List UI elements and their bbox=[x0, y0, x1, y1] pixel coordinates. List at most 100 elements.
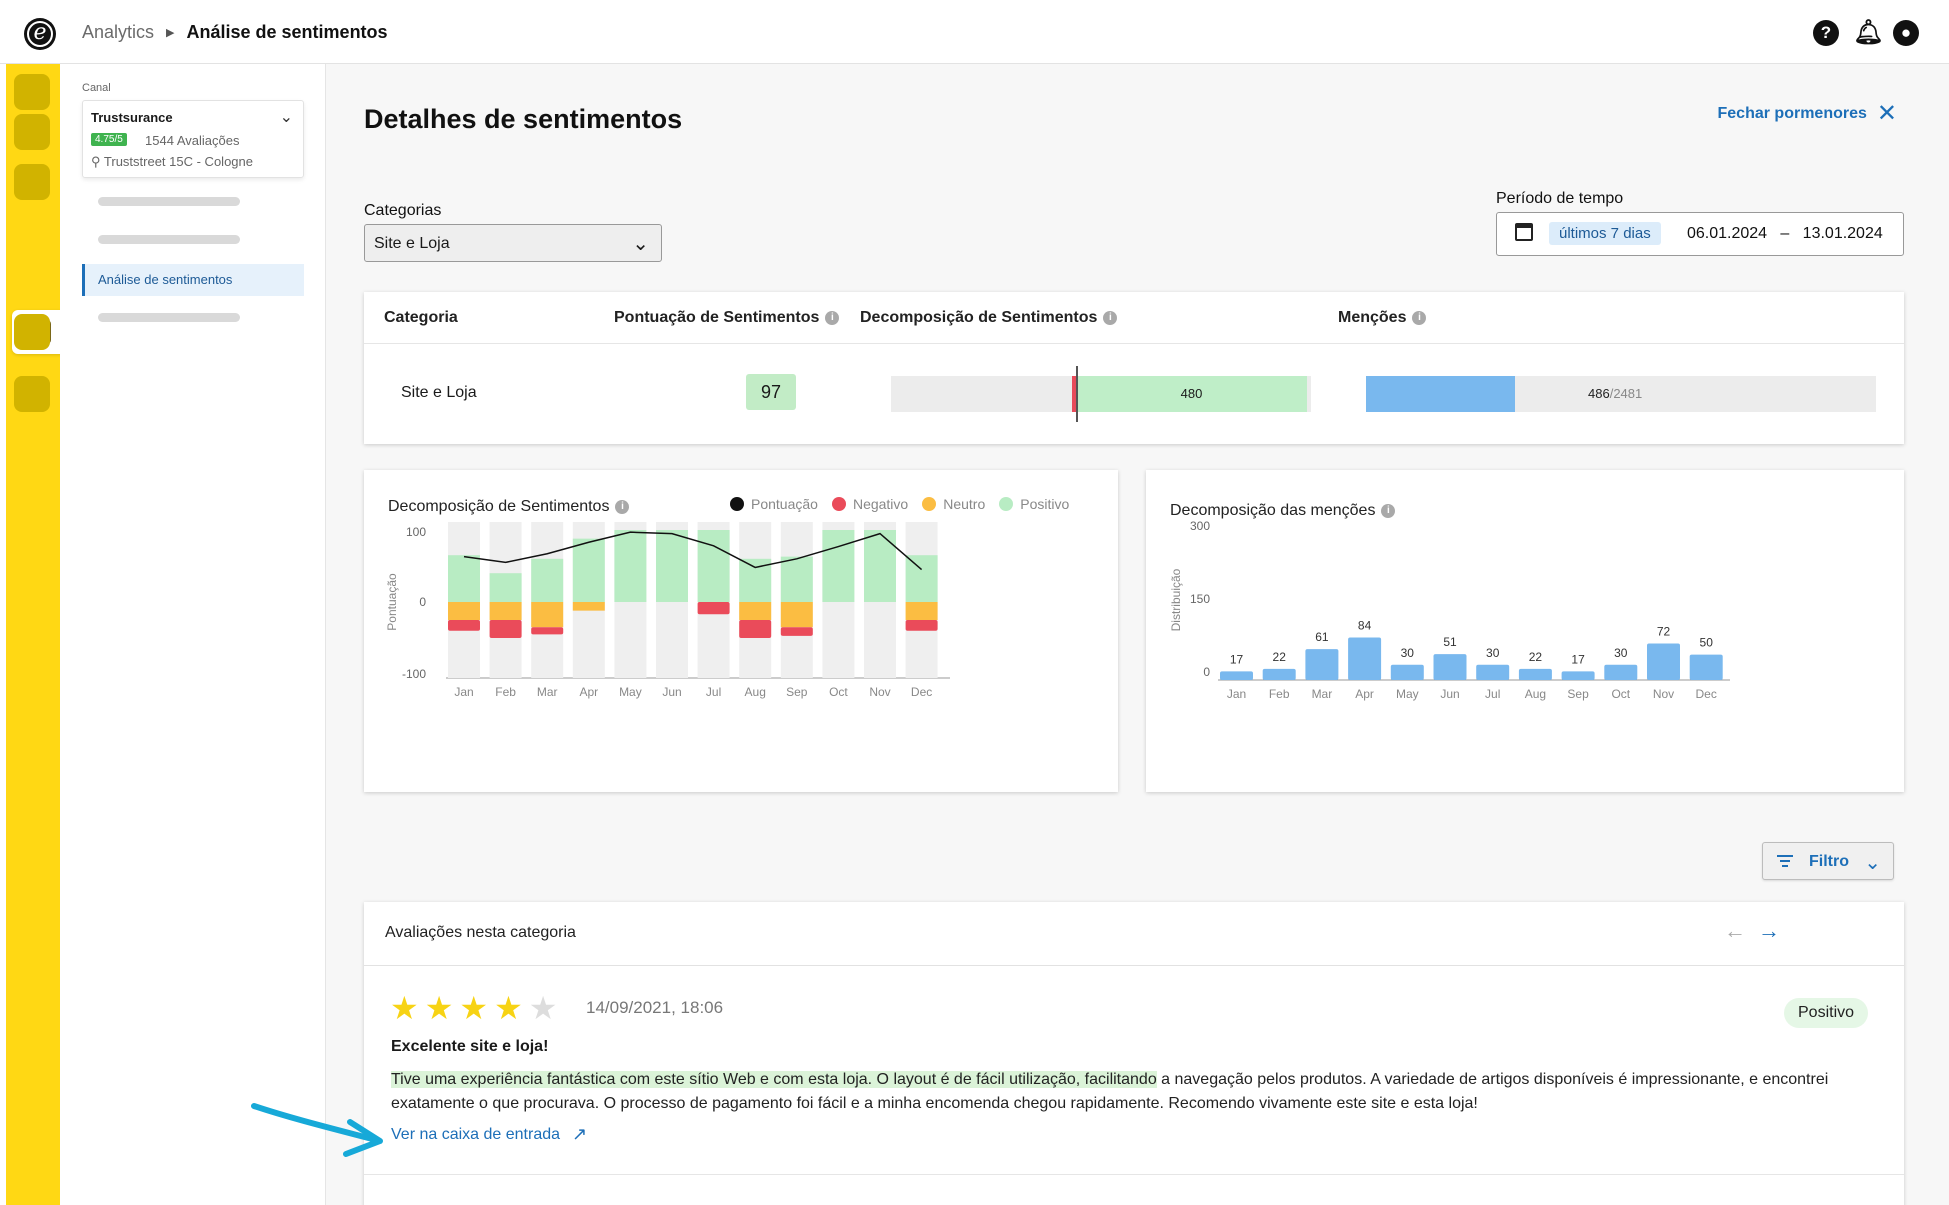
mentions-bar: 486/2481 bbox=[1366, 376, 1876, 412]
rail-item[interactable] bbox=[14, 376, 50, 412]
arrow-left-icon[interactable]: ← bbox=[1724, 918, 1746, 943]
info-icon[interactable]: i bbox=[825, 310, 840, 325]
review-highlight: Tive uma experiência fantástica com este… bbox=[391, 1071, 1157, 1088]
app-logo[interactable]: e bbox=[24, 18, 56, 50]
bar-neutral bbox=[572, 602, 605, 611]
x-tick-label: May bbox=[619, 685, 642, 699]
bar bbox=[1390, 664, 1424, 680]
data-label: 51 bbox=[1443, 635, 1457, 649]
legend-label: Pontuação bbox=[751, 496, 818, 512]
score-badge: 97 bbox=[746, 374, 796, 410]
info-icon[interactable]: i bbox=[1381, 503, 1396, 518]
rail-item[interactable] bbox=[14, 314, 50, 350]
bar-negative bbox=[739, 620, 772, 638]
legend-label: Negativo bbox=[852, 496, 909, 512]
positive-segment: 480 bbox=[1076, 376, 1307, 412]
review-body: Tive uma experiência fantástica com este… bbox=[391, 1068, 1871, 1116]
x-tick-label: Nov bbox=[1653, 687, 1674, 701]
col-mentions-label: Menções bbox=[1338, 309, 1407, 326]
channel-selector[interactable]: Trustsurance ⌄ 4.75/5 1544 Avaliações ⚲ … bbox=[82, 100, 304, 178]
sentiment-summary-table: Categoria Pontuação de Sentimentos i Deco… bbox=[364, 292, 1904, 444]
bar bbox=[1433, 654, 1467, 680]
bar bbox=[1348, 637, 1382, 680]
col-decomposition: Decomposição de Sentimentos i bbox=[860, 309, 1118, 327]
x-tick-label: Feb bbox=[495, 685, 516, 699]
legend-item: Positivo bbox=[999, 496, 1069, 512]
bar-positive bbox=[864, 530, 896, 602]
rail-item[interactable] bbox=[14, 164, 50, 200]
bar-positive bbox=[905, 555, 938, 602]
legend-item: Neutro bbox=[922, 496, 985, 512]
col-score: Pontuação de Sentimentos i bbox=[614, 309, 840, 327]
annotation-arrow-icon bbox=[251, 1103, 383, 1157]
x-tick-label: Jul bbox=[706, 685, 721, 699]
info-icon[interactable]: i bbox=[1412, 310, 1427, 325]
x-tick-label: Dec bbox=[911, 685, 932, 699]
bell-icon[interactable]: 🔔︎ bbox=[1853, 19, 1884, 46]
filter-button[interactable]: Filtro ⌄ bbox=[1762, 842, 1894, 880]
chart-title: Decomposição de Sentimentos i bbox=[388, 498, 630, 516]
bar-positive bbox=[614, 530, 647, 602]
chart-title-text: Decomposição das menções bbox=[1170, 502, 1376, 519]
date-to: 13.01.2024 bbox=[1802, 225, 1883, 242]
bar-positive bbox=[739, 558, 772, 602]
review-count: 1544 Avaliações bbox=[145, 133, 240, 148]
bar-negative bbox=[780, 627, 813, 636]
bar bbox=[1604, 664, 1638, 680]
mentions-text: 486/2481 bbox=[1588, 386, 1642, 401]
y-axis-label: Distribuição bbox=[1169, 568, 1183, 631]
x-tick-label: Sep bbox=[1567, 687, 1589, 701]
data-label: 61 bbox=[1315, 630, 1329, 644]
close-icon[interactable]: ✕ bbox=[1876, 100, 1897, 127]
bar bbox=[1518, 668, 1552, 680]
row-category: Site e Loja bbox=[401, 384, 477, 401]
info-icon[interactable]: i bbox=[615, 499, 630, 514]
arrow-right-icon[interactable]: → bbox=[1758, 918, 1780, 943]
info-icon[interactable]: i bbox=[1103, 310, 1118, 325]
bar bbox=[1647, 643, 1680, 680]
sidebar-item-sentiment-analysis[interactable]: Análise de sentimentos bbox=[82, 264, 304, 296]
date-range-picker[interactable]: últimos 7 dias 06.01.2024 – 13.01.2024 bbox=[1496, 212, 1904, 256]
mentions-total: /2481 bbox=[1609, 386, 1643, 401]
view-in-inbox-link[interactable]: Ver na caixa de entrada ↗ bbox=[391, 1124, 587, 1145]
col-mentions: Menções i bbox=[1338, 309, 1427, 327]
legend-label: Neutro bbox=[943, 496, 986, 512]
category-select[interactable]: Site e Loja ⌄ bbox=[364, 224, 662, 262]
breadcrumb-parent[interactable]: Analytics bbox=[82, 22, 155, 42]
x-tick-label: Sep bbox=[786, 685, 808, 699]
sidebar-item-label: Análise de sentimentos bbox=[98, 272, 233, 287]
bar-positive bbox=[531, 558, 564, 602]
nav-placeholder bbox=[98, 313, 240, 322]
y-tick-label: 0 bbox=[1203, 665, 1210, 679]
legend-item: Negativo bbox=[831, 496, 909, 512]
rail-item[interactable] bbox=[14, 74, 50, 110]
star-icon: ★ bbox=[424, 990, 454, 1026]
bar-neutral bbox=[489, 602, 522, 620]
user-icon[interactable]: ● bbox=[1893, 20, 1919, 46]
y-tick-label: 300 bbox=[1190, 519, 1210, 533]
chevron-down-icon[interactable]: ⌄ bbox=[279, 109, 293, 126]
rating-badge: 4.75/5 bbox=[91, 133, 127, 146]
category-selected: Site e Loja bbox=[374, 235, 450, 252]
star-icon: ★ bbox=[494, 990, 523, 1026]
score-line bbox=[463, 531, 923, 571]
legend-label: Positivo bbox=[1020, 496, 1070, 512]
bar bbox=[1689, 654, 1723, 680]
x-tick-label: Dec bbox=[1696, 687, 1717, 701]
pin-icon: ⚲ bbox=[91, 154, 104, 169]
bar-negative bbox=[905, 620, 938, 631]
top-icons: ? 🔔︎ ● bbox=[1813, 20, 1919, 46]
period-chip[interactable]: últimos 7 dias bbox=[1549, 222, 1661, 245]
reviews-card: Avaliações nesta categoria ← → ★ ★ ★ ★ ★… bbox=[364, 902, 1904, 1205]
bar-positive bbox=[448, 555, 480, 602]
rail-item[interactable] bbox=[14, 114, 50, 150]
col-category-label: Categoria bbox=[384, 309, 458, 326]
date-range: 06.01.2024 – 13.01.2024 bbox=[1687, 225, 1883, 243]
help-icon[interactable]: ? bbox=[1813, 20, 1839, 46]
divider bbox=[364, 1174, 1904, 1175]
page-title: Detalhes de sentimentos bbox=[364, 104, 683, 134]
data-label: 17 bbox=[1571, 652, 1585, 666]
data-label: 50 bbox=[1700, 636, 1714, 650]
legend-dot bbox=[730, 497, 744, 511]
close-details-link[interactable]: Fechar pormenores ✕ bbox=[1718, 100, 1898, 127]
